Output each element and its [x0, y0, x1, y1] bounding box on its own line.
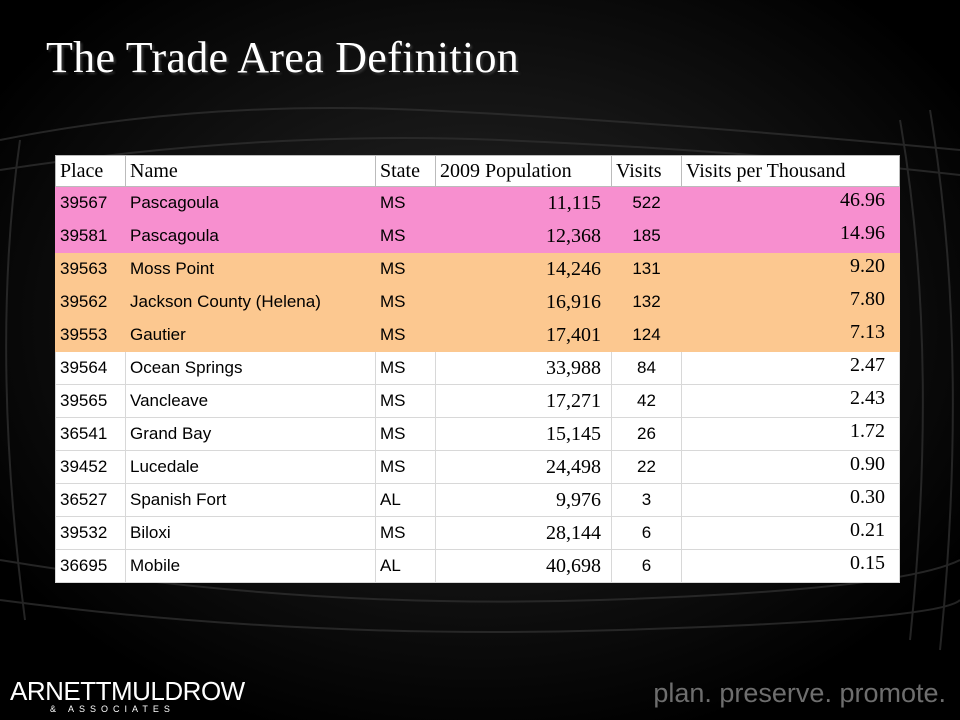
cell-visits-per-thousand: 7.80	[681, 285, 900, 319]
cell-place: 39564	[55, 351, 126, 385]
cell-population: 11,115	[435, 186, 612, 220]
cell-visits-per-thousand: 1.72	[681, 417, 900, 451]
cell-population: 15,145	[435, 417, 612, 451]
cell-place: 39581	[55, 219, 126, 253]
cell-visits: 26	[611, 417, 682, 451]
cell-state: AL	[375, 483, 436, 517]
table-row: 39553 Gautier MS 17,401 124 7.13	[55, 318, 900, 352]
cell-visits: 84	[611, 351, 682, 385]
cell-state: MS	[375, 252, 436, 286]
header-place: Place	[55, 155, 126, 187]
cell-visits: 6	[611, 549, 682, 583]
cell-state: MS	[375, 285, 436, 319]
cell-visits: 6	[611, 516, 682, 550]
table-row: 39452 Lucedale MS 24,498 22 0.90	[55, 450, 900, 484]
tagline: plan. preserve. promote.	[653, 678, 946, 708]
cell-state: MS	[375, 516, 436, 550]
cell-visits-per-thousand: 9.20	[681, 252, 900, 286]
table-row: 39565 Vancleave MS 17,271 42 2.43	[55, 384, 900, 418]
table-row: 39567 Pascagoula MS 11,115 522 46.96	[55, 186, 900, 220]
cell-visits: 42	[611, 384, 682, 418]
table-row: 39563 Moss Point MS 14,246 131 9.20	[55, 252, 900, 286]
cell-place: 39452	[55, 450, 126, 484]
logo-sub-text: & ASSOCIATES	[50, 704, 175, 714]
cell-state: AL	[375, 549, 436, 583]
cell-population: 33,988	[435, 351, 612, 385]
cell-population: 28,144	[435, 516, 612, 550]
cell-visits-per-thousand: 2.43	[681, 384, 900, 418]
cell-population: 16,916	[435, 285, 612, 319]
logo-main-text: ARNETTMULDROW	[10, 676, 245, 706]
cell-place: 39565	[55, 384, 126, 418]
cell-visits-per-thousand: 7.13	[681, 318, 900, 352]
header-population: 2009 Population	[435, 155, 612, 187]
header-name: Name	[125, 155, 376, 187]
table-row: 39532 Biloxi MS 28,144 6 0.21	[55, 516, 900, 550]
cell-state: MS	[375, 417, 436, 451]
cell-visits: 22	[611, 450, 682, 484]
table-row: 36695 Mobile AL 40,698 6 0.15	[55, 549, 900, 583]
cell-name: Pascagoula	[125, 219, 376, 253]
header-visits-per-thousand: Visits per Thousand	[681, 155, 900, 187]
cell-name: Spanish Fort	[125, 483, 376, 517]
cell-place: 39532	[55, 516, 126, 550]
cell-name: Jackson County (Helena)	[125, 285, 376, 319]
trade-area-table: Place Name State 2009 Population Visits …	[55, 155, 900, 583]
cell-population: 9,976	[435, 483, 612, 517]
cell-state: MS	[375, 186, 436, 220]
table-row: 36541 Grand Bay MS 15,145 26 1.72	[55, 417, 900, 451]
cell-state: MS	[375, 318, 436, 352]
cell-visits-per-thousand: 46.96	[681, 186, 900, 220]
slide-title: The Trade Area Definition	[46, 33, 520, 82]
cell-name: Moss Point	[125, 252, 376, 286]
cell-visits-per-thousand: 14.96	[681, 219, 900, 253]
cell-visits: 185	[611, 219, 682, 253]
cell-place: 39567	[55, 186, 126, 220]
cell-place: 39553	[55, 318, 126, 352]
header-state: State	[375, 155, 436, 187]
cell-state: MS	[375, 219, 436, 253]
cell-name: Pascagoula	[125, 186, 376, 220]
table-row: 39564 Ocean Springs MS 33,988 84 2.47	[55, 351, 900, 385]
cell-place: 39562	[55, 285, 126, 319]
company-logo: ARNETTMULDROW & ASSOCIATES	[10, 678, 245, 714]
cell-population: 17,401	[435, 318, 612, 352]
cell-visits-per-thousand: 0.15	[681, 549, 900, 583]
cell-state: MS	[375, 351, 436, 385]
cell-visits-per-thousand: 2.47	[681, 351, 900, 385]
cell-population: 14,246	[435, 252, 612, 286]
cell-population: 12,368	[435, 219, 612, 253]
cell-name: Vancleave	[125, 384, 376, 418]
cell-visits-per-thousand: 0.90	[681, 450, 900, 484]
cell-visits-per-thousand: 0.21	[681, 516, 900, 550]
cell-name: Lucedale	[125, 450, 376, 484]
cell-visits: 3	[611, 483, 682, 517]
cell-population: 40,698	[435, 549, 612, 583]
table-row: 36527 Spanish Fort AL 9,976 3 0.30	[55, 483, 900, 517]
cell-state: MS	[375, 384, 436, 418]
cell-place: 39563	[55, 252, 126, 286]
cell-place: 36527	[55, 483, 126, 517]
cell-visits: 132	[611, 285, 682, 319]
cell-name: Biloxi	[125, 516, 376, 550]
cell-state: MS	[375, 450, 436, 484]
cell-visits: 131	[611, 252, 682, 286]
cell-visits: 124	[611, 318, 682, 352]
cell-name: Mobile	[125, 549, 376, 583]
cell-population: 17,271	[435, 384, 612, 418]
cell-population: 24,498	[435, 450, 612, 484]
cell-name: Grand Bay	[125, 417, 376, 451]
cell-visits-per-thousand: 0.30	[681, 483, 900, 517]
cell-name: Gautier	[125, 318, 376, 352]
cell-place: 36695	[55, 549, 126, 583]
table-row: 39562 Jackson County (Helena) MS 16,916 132 7…	[55, 285, 900, 319]
header-visits: Visits	[611, 155, 682, 187]
cell-visits: 522	[611, 186, 682, 220]
table-header-row: Place Name State 2009 Population Visits …	[55, 155, 900, 187]
cell-place: 36541	[55, 417, 126, 451]
table-row: 39581 Pascagoula MS 12,368 185 14.96	[55, 219, 900, 253]
cell-name: Ocean Springs	[125, 351, 376, 385]
